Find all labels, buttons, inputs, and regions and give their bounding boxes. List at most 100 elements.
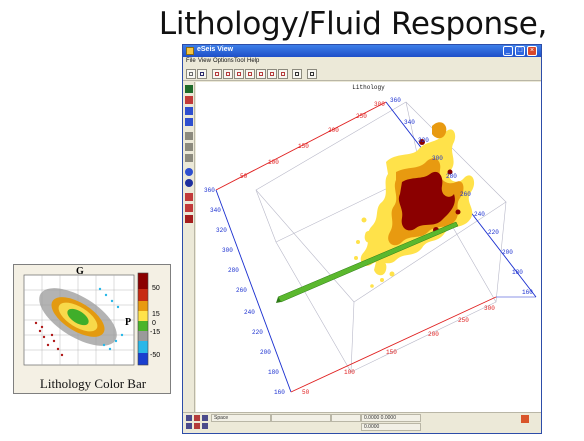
tick-blue-l-10: 180 bbox=[268, 369, 279, 376]
minimize-button[interactable]: _ bbox=[503, 46, 513, 56]
pointer-icon[interactable] bbox=[185, 204, 193, 212]
status-coord-a: 0.0000 0.0000 bbox=[364, 415, 396, 421]
tick-red-b-5: 250 bbox=[458, 317, 469, 324]
menu-view[interactable]: View bbox=[198, 58, 211, 64]
menu-tool[interactable]: Tool bbox=[234, 58, 246, 64]
menu-options[interactable]: Options bbox=[213, 58, 234, 64]
tick-red-2: 100 bbox=[268, 159, 279, 166]
sphere-icon[interactable] bbox=[185, 168, 193, 176]
app-icon bbox=[186, 47, 194, 55]
layer-3-icon[interactable] bbox=[185, 154, 193, 162]
maximize-button[interactable]: □ bbox=[515, 46, 525, 56]
legend-scale-15: 15 bbox=[152, 311, 160, 318]
tick-blue-l-11: 160 bbox=[274, 389, 285, 396]
legend-caption: Lithology Color Bar bbox=[39, 376, 147, 391]
tick-red-b-1: 50 bbox=[302, 389, 310, 396]
status-icon-2 bbox=[194, 415, 200, 421]
lithology-legend: G P 50 15 0 -15 -50 Lithology Color Bar bbox=[13, 264, 171, 394]
view-mode-6-icon[interactable] bbox=[267, 69, 277, 79]
tick-blue-r-7: 240 bbox=[474, 211, 485, 218]
status-mode-cell: Space bbox=[211, 414, 271, 422]
legend-axis-p: P bbox=[125, 317, 131, 328]
menu-help[interactable]: Help bbox=[247, 58, 260, 64]
legend-axis-g: G bbox=[76, 266, 84, 277]
export-icon[interactable] bbox=[307, 69, 317, 79]
tick-blue-r-6: 260 bbox=[460, 191, 471, 198]
tick-red-3: 150 bbox=[298, 143, 309, 150]
zoom-icon[interactable] bbox=[185, 107, 193, 115]
tick-blue-l-8: 220 bbox=[252, 329, 263, 336]
view-mode-3-icon[interactable] bbox=[234, 69, 244, 79]
tick-blue-l-3: 320 bbox=[216, 227, 227, 234]
tick-blue-r-8: 220 bbox=[488, 229, 499, 236]
move-icon[interactable] bbox=[185, 96, 193, 104]
viewport-label: Lithology bbox=[352, 84, 385, 91]
toolbar bbox=[183, 67, 541, 81]
status-coord-cell-2: 0.0000 bbox=[361, 423, 421, 431]
tick-blue-l-6: 260 bbox=[236, 287, 247, 294]
status-icon-3 bbox=[202, 415, 208, 421]
tick-blue-l-5: 280 bbox=[228, 267, 239, 274]
menu-bar: File View Options Tool Help bbox=[183, 57, 541, 67]
tick-blue-l-2: 340 bbox=[210, 207, 221, 214]
lithology-crossplot: G P 50 15 0 -15 -50 bbox=[23, 266, 160, 366]
title-bar[interactable]: eSeis View _ □ × bbox=[183, 45, 541, 57]
legend-scale-neg15: -15 bbox=[150, 329, 160, 336]
open-icon[interactable] bbox=[186, 69, 196, 79]
window-title: eSeis View bbox=[197, 46, 234, 53]
legend-scale-neg50: -50 bbox=[150, 352, 160, 359]
tick-red-b-4: 200 bbox=[428, 331, 439, 338]
tick-red-b-3: 150 bbox=[386, 349, 397, 356]
tick-blue-r-9: 200 bbox=[502, 249, 513, 256]
legend-scale-50: 50 bbox=[152, 285, 160, 292]
status-icon-4 bbox=[186, 423, 192, 429]
status-cell-3 bbox=[331, 414, 361, 422]
tick-blue-l-7: 240 bbox=[244, 309, 255, 316]
tick-blue-l-1: 360 bbox=[204, 187, 215, 194]
status-cell-2 bbox=[271, 414, 331, 422]
tick-blue-l-9: 200 bbox=[260, 349, 271, 356]
tick-red-6: 300 bbox=[374, 101, 385, 108]
status-icon-6 bbox=[202, 423, 208, 429]
tick-blue-r-2: 340 bbox=[404, 119, 415, 126]
save-icon[interactable] bbox=[197, 69, 207, 79]
eseis-view-window: eSeis View _ □ × File View Options Tool … bbox=[182, 44, 542, 434]
lithology-surface-render: 50 100 150 200 250 300 360 340 320 300 2… bbox=[204, 97, 537, 396]
status-bar: Space 0.0000 0.0000 0.0000 bbox=[183, 412, 541, 433]
status-icon-5 bbox=[194, 423, 200, 429]
tick-blue-r-1: 360 bbox=[390, 97, 401, 104]
tick-red-1: 50 bbox=[240, 173, 248, 180]
view-mode-5-icon[interactable] bbox=[256, 69, 266, 79]
rotate-icon[interactable] bbox=[185, 85, 193, 93]
menu-file[interactable]: File bbox=[186, 58, 196, 64]
print-icon[interactable] bbox=[292, 69, 302, 79]
3d-viewport[interactable]: Lithology bbox=[196, 82, 541, 412]
pick-icon[interactable] bbox=[185, 193, 193, 201]
status-mode: Space bbox=[214, 415, 229, 421]
close-button[interactable]: × bbox=[527, 46, 537, 56]
layer-2-icon[interactable] bbox=[185, 143, 193, 151]
view-mode-2-icon[interactable] bbox=[223, 69, 233, 79]
tick-blue-l-4: 300 bbox=[222, 247, 233, 254]
view-mode-7-icon[interactable] bbox=[278, 69, 288, 79]
status-coord-cell: 0.0000 0.0000 bbox=[361, 414, 421, 422]
side-toolbar bbox=[183, 82, 195, 412]
tick-red-b-2: 100 bbox=[344, 369, 355, 376]
exit-icon[interactable] bbox=[521, 415, 529, 423]
tick-blue-r-4: 300 bbox=[432, 155, 443, 162]
tick-blue-r-3: 320 bbox=[418, 137, 429, 144]
status-icon-1 bbox=[186, 415, 192, 421]
light-icon[interactable] bbox=[185, 179, 193, 187]
view-mode-1-icon[interactable] bbox=[212, 69, 222, 79]
view-mode-4-icon[interactable] bbox=[245, 69, 255, 79]
record-icon[interactable] bbox=[185, 215, 193, 223]
tick-blue-r-10: 180 bbox=[512, 269, 523, 276]
legend-scale-0: 0 bbox=[152, 320, 156, 327]
status-coord-b: 0.0000 bbox=[364, 424, 380, 430]
layer-1-icon[interactable] bbox=[185, 132, 193, 140]
tick-red-5: 250 bbox=[356, 113, 367, 120]
tick-red-b-6: 300 bbox=[484, 305, 495, 312]
pan-icon[interactable] bbox=[185, 118, 193, 126]
tick-blue-r-5: 280 bbox=[446, 173, 457, 180]
tick-blue-r-11: 160 bbox=[522, 289, 533, 296]
